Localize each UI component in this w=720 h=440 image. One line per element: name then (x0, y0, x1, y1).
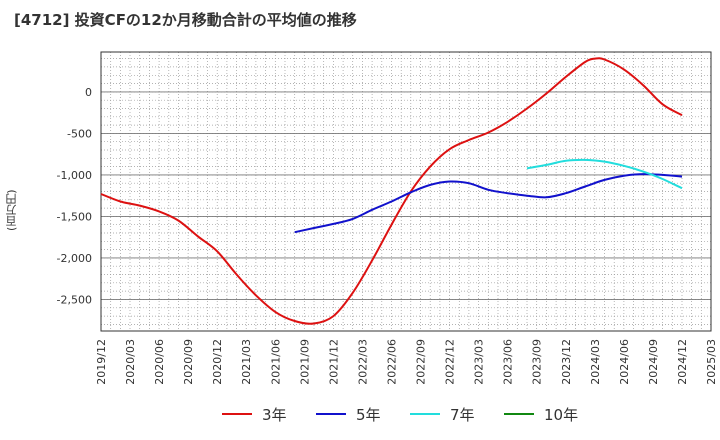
legend-label: 7年 (450, 405, 475, 424)
series-line-1 (100, 57, 683, 325)
x-tick-label: 2023/12 (560, 339, 573, 385)
line-chart: 0 -500 -1,000 -1,500 -2,000 -2,500 2019/12 2020… (57, 51, 718, 385)
series-layer (100, 57, 683, 325)
x-tick-label: 2025/03 (705, 339, 718, 385)
x-tick-label: 2022/09 (415, 339, 428, 385)
plot-frame (100, 51, 712, 332)
legend-swatch (504, 413, 534, 415)
chart-title: [4712] 投資CFの12か月移動合計の平均値の推移 (14, 11, 357, 29)
x-tick-label: 2021/09 (298, 339, 311, 385)
x-tick-label: 2020/12 (211, 339, 224, 385)
y-tick-label: -1,500 (57, 210, 92, 223)
legend-swatch (222, 413, 252, 415)
x-tick-label: 2024/03 (589, 339, 602, 385)
y-tick-label: 0 (85, 86, 92, 99)
x-tick-label: 2022/03 (356, 339, 369, 385)
legend-item: 10年 (504, 401, 578, 427)
x-tick-label: 2022/06 (386, 339, 399, 385)
legend-label: 10年 (544, 405, 579, 424)
legend-label: 5年 (356, 405, 381, 424)
x-tick-label: 2021/03 (240, 339, 253, 385)
x-tick-label: 2024/09 (647, 339, 660, 385)
x-tick-label: 2023/03 (473, 339, 486, 385)
y-tick-label: -500 (67, 127, 92, 140)
legend-item: 5年 (316, 401, 381, 427)
y-tick-label: -2,500 (57, 293, 92, 306)
x-tick-label: 2023/06 (502, 339, 515, 385)
y-tick-label: -1,000 (57, 169, 92, 182)
x-tick-label: 2024/12 (676, 339, 689, 385)
y-tick-label: -2,000 (57, 252, 92, 265)
x-tick-label: 2022/12 (444, 339, 457, 385)
series-line-2 (294, 173, 683, 234)
x-tick-label: 2024/06 (618, 339, 631, 385)
x-tick-label: 2020/06 (153, 339, 166, 385)
legend-label: 3年 (262, 405, 287, 424)
x-tick-label: 2021/06 (269, 339, 282, 385)
axis-layer: 0 -500 -1,000 -1,500 -2,000 -2,500 2019/12 2020… (57, 51, 718, 385)
legend-item: 3年 (222, 401, 287, 427)
legend-swatch (410, 413, 440, 415)
x-tick-label: 2020/09 (182, 339, 195, 385)
chart-legend: 3年 5年 7年 10年 (0, 401, 720, 427)
x-tick-label: 2021/12 (327, 339, 340, 385)
series-line-3 (526, 158, 683, 190)
legend-item: 7年 (410, 401, 475, 427)
x-tick-label: 2023/09 (531, 339, 544, 385)
legend-swatch (316, 413, 346, 415)
grid-layer (100, 52, 712, 331)
x-tick-label: 2020/03 (124, 339, 137, 385)
x-tick-label: 2019/12 (95, 339, 108, 385)
